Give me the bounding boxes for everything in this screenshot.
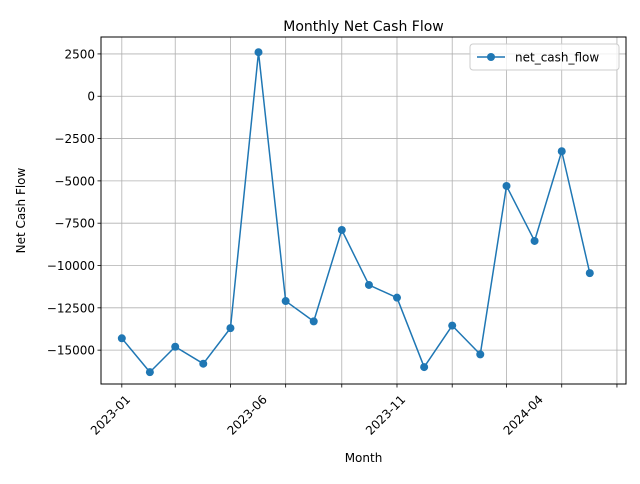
data-point bbox=[392, 293, 401, 302]
chart-title: Monthly Net Cash Flow bbox=[283, 19, 443, 35]
data-point bbox=[448, 321, 457, 330]
data-point bbox=[585, 269, 594, 278]
y-tick-label: −12500 bbox=[47, 301, 95, 315]
data-point bbox=[557, 147, 566, 156]
y-tick-label: −2500 bbox=[54, 132, 95, 146]
legend-marker-swatch bbox=[487, 53, 495, 61]
legend-entry-label: net_cash_flow bbox=[515, 51, 599, 65]
data-point bbox=[530, 236, 539, 245]
y-tick-label: 0 bbox=[87, 90, 95, 104]
data-point bbox=[502, 181, 511, 190]
data-point bbox=[309, 317, 318, 326]
y-tick-label: −15000 bbox=[47, 344, 95, 358]
data-point bbox=[199, 359, 208, 368]
data-point bbox=[476, 350, 485, 359]
y-tick-label: 2500 bbox=[64, 47, 95, 61]
series-line bbox=[121, 51, 591, 373]
x-axis-label: Month bbox=[345, 451, 383, 465]
y-tick-label: −10000 bbox=[47, 259, 95, 273]
legend: net_cash_flow bbox=[469, 43, 620, 71]
data-point bbox=[337, 225, 346, 234]
data-point bbox=[364, 280, 373, 289]
data-point bbox=[281, 297, 290, 306]
data-point bbox=[254, 48, 263, 57]
data-point bbox=[420, 363, 429, 372]
legend-box bbox=[469, 43, 620, 71]
data-point bbox=[117, 334, 126, 343]
data-point bbox=[226, 324, 235, 333]
y-tick-label: −7500 bbox=[54, 217, 95, 231]
y-axis-label: Net Cash Flow bbox=[14, 167, 28, 253]
data-point bbox=[171, 342, 180, 351]
grid bbox=[101, 37, 626, 384]
y-tick-label: −5000 bbox=[54, 174, 95, 188]
axes-frame bbox=[100, 36, 627, 385]
plot-area bbox=[117, 48, 594, 377]
data-point bbox=[145, 368, 154, 377]
